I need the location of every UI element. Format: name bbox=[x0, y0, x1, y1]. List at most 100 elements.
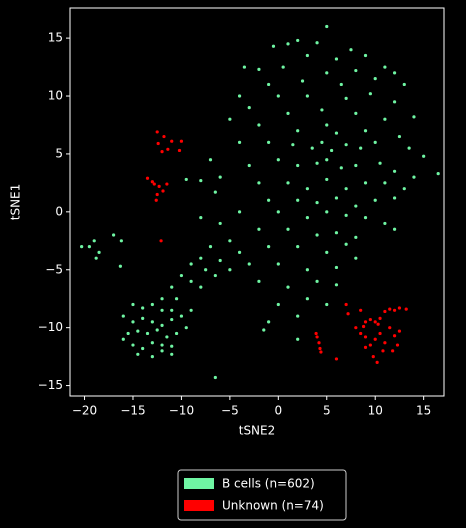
point bbox=[344, 143, 348, 147]
point bbox=[373, 140, 377, 144]
point bbox=[320, 108, 324, 112]
point bbox=[160, 349, 164, 353]
point bbox=[112, 233, 116, 237]
point bbox=[315, 233, 319, 237]
point bbox=[170, 344, 174, 348]
point bbox=[363, 53, 368, 58]
point bbox=[383, 309, 387, 314]
point bbox=[383, 181, 387, 185]
point bbox=[412, 115, 416, 119]
point bbox=[388, 326, 392, 330]
point bbox=[392, 169, 397, 173]
point bbox=[330, 148, 334, 153]
point bbox=[375, 360, 379, 365]
point bbox=[242, 65, 247, 69]
point bbox=[154, 198, 158, 202]
point bbox=[305, 268, 309, 272]
point bbox=[184, 326, 188, 330]
point bbox=[359, 331, 363, 336]
point bbox=[392, 100, 397, 104]
point bbox=[334, 265, 339, 270]
point bbox=[363, 181, 368, 185]
y-tick-label: −15 bbox=[38, 378, 63, 392]
point bbox=[383, 221, 387, 226]
point bbox=[281, 65, 285, 69]
point bbox=[368, 92, 372, 96]
point bbox=[422, 154, 426, 158]
point bbox=[296, 198, 300, 202]
point bbox=[346, 312, 350, 316]
point bbox=[368, 343, 372, 347]
point bbox=[208, 158, 213, 162]
point bbox=[170, 139, 174, 143]
point bbox=[397, 134, 402, 139]
point bbox=[157, 184, 161, 188]
point bbox=[162, 134, 166, 139]
point bbox=[363, 129, 368, 133]
point bbox=[381, 349, 385, 353]
point bbox=[354, 235, 358, 239]
point bbox=[170, 285, 174, 289]
point bbox=[363, 216, 368, 220]
point bbox=[136, 329, 140, 333]
point bbox=[354, 204, 358, 208]
point bbox=[305, 94, 309, 98]
point bbox=[160, 150, 164, 154]
point bbox=[286, 111, 290, 115]
point bbox=[305, 187, 309, 191]
point bbox=[267, 244, 271, 249]
point bbox=[315, 200, 319, 205]
point bbox=[412, 175, 416, 179]
x-tick-label: −5 bbox=[221, 404, 239, 418]
point bbox=[363, 335, 368, 339]
point bbox=[359, 146, 363, 150]
point bbox=[271, 44, 276, 48]
point bbox=[383, 65, 387, 69]
point bbox=[361, 324, 366, 329]
point bbox=[334, 357, 339, 361]
point bbox=[407, 146, 411, 150]
point bbox=[392, 334, 397, 338]
point bbox=[174, 297, 179, 301]
y-axis-label: tSNE1 bbox=[9, 184, 23, 221]
point bbox=[276, 210, 280, 214]
point bbox=[391, 349, 395, 353]
point bbox=[152, 182, 156, 186]
legend-box bbox=[177, 469, 347, 521]
point bbox=[344, 187, 348, 191]
point bbox=[213, 273, 217, 278]
point bbox=[325, 250, 329, 254]
point bbox=[286, 285, 290, 289]
point bbox=[378, 161, 382, 165]
point bbox=[310, 146, 314, 150]
point bbox=[286, 227, 290, 231]
point bbox=[354, 163, 358, 168]
point bbox=[150, 320, 154, 324]
point bbox=[373, 77, 377, 81]
point bbox=[397, 329, 402, 333]
point bbox=[166, 147, 170, 151]
point bbox=[267, 198, 271, 202]
x-axis-label: tSNE2 bbox=[239, 424, 276, 438]
point bbox=[131, 320, 135, 324]
point bbox=[179, 314, 184, 318]
point bbox=[296, 38, 300, 43]
point bbox=[315, 161, 319, 165]
point bbox=[174, 331, 179, 336]
point bbox=[179, 139, 184, 143]
legend-swatch bbox=[184, 478, 214, 489]
x-tick-label: −10 bbox=[169, 404, 194, 418]
point bbox=[291, 143, 295, 147]
point bbox=[325, 210, 329, 214]
point bbox=[218, 221, 222, 226]
point bbox=[319, 350, 323, 354]
point bbox=[334, 57, 339, 61]
point bbox=[237, 250, 242, 254]
point bbox=[286, 42, 290, 46]
point bbox=[305, 216, 309, 220]
point bbox=[402, 82, 406, 87]
point bbox=[317, 341, 321, 345]
point bbox=[388, 307, 392, 311]
legend-swatch bbox=[184, 500, 214, 511]
point bbox=[199, 256, 203, 260]
